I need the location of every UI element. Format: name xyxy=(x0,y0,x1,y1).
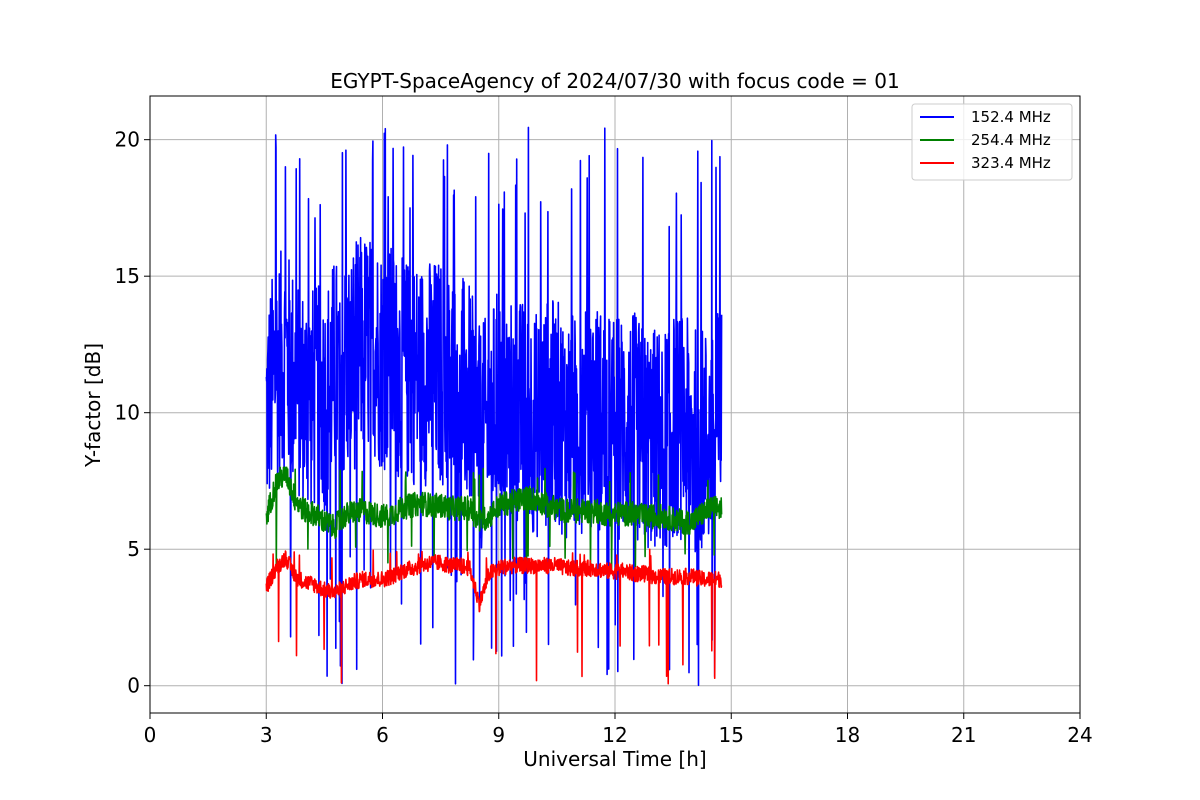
x-tick-label: 6 xyxy=(376,723,389,747)
series-line xyxy=(265,548,723,685)
y-tick-label: 15 xyxy=(115,264,140,288)
series-line xyxy=(265,126,723,687)
legend: 152.4 MHz 254.4 MHz 323.4 MHz xyxy=(911,103,1073,181)
y-tick-label: 0 xyxy=(127,674,140,698)
x-tick-label: 3 xyxy=(260,723,273,747)
x-tick-label: 9 xyxy=(492,723,505,747)
y-tick-label: 20 xyxy=(115,128,140,152)
chart-title: EGYPT-SpaceAgency of 2024/07/30 with foc… xyxy=(330,69,899,93)
axis-ticks: 0 3 6 9 12 15 18 21 24 0 5 10 15 20 xyxy=(115,128,1093,747)
series-line xyxy=(265,466,723,571)
y-tick-label: 5 xyxy=(127,537,140,561)
x-axis-label: Universal Time [h] xyxy=(523,747,706,771)
plot-series xyxy=(265,126,723,687)
x-tick-label: 12 xyxy=(602,723,627,747)
y-axis-label: Y-factor [dB] xyxy=(81,343,105,468)
legend-items: 152.4 MHz 254.4 MHz 323.4 MHz xyxy=(920,108,1051,172)
y-tick-label: 10 xyxy=(115,401,140,425)
x-tick-label: 0 xyxy=(144,723,157,747)
legend-label: 152.4 MHz xyxy=(971,108,1051,126)
x-tick-label: 15 xyxy=(719,723,744,747)
x-tick-label: 18 xyxy=(835,723,860,747)
legend-label: 254.4 MHz xyxy=(971,131,1051,149)
legend-label: 323.4 MHz xyxy=(971,154,1051,172)
legend-box xyxy=(911,103,1073,181)
x-tick-label: 24 xyxy=(1067,723,1092,747)
x-tick-label: 21 xyxy=(951,723,976,747)
